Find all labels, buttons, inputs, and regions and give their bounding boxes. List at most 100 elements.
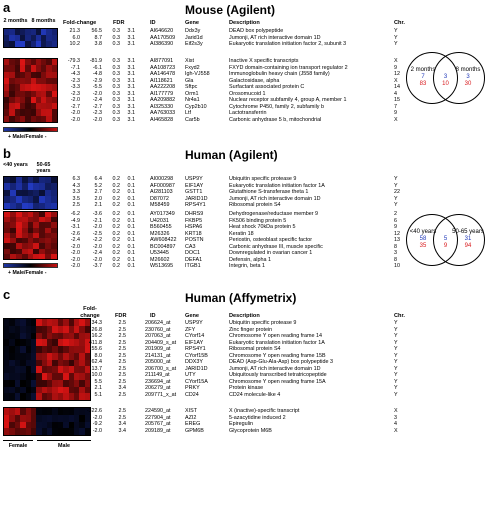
cell-gene: HSPA6 xyxy=(185,224,203,231)
cell-fdr: 3.4 xyxy=(118,427,127,434)
cell-gene: Jarid1d xyxy=(185,34,203,41)
cell-fdr-2: 3.1 xyxy=(127,110,136,117)
venn-b-left-label: <40 years xyxy=(409,229,437,235)
heatmap-cell xyxy=(4,428,10,435)
heatmap-cell xyxy=(9,103,15,110)
heatmap-cell xyxy=(4,41,10,47)
cell-id: AA146478 xyxy=(150,71,176,78)
cell-gene: Fxyd2 xyxy=(185,64,200,71)
cell-chr: 6 xyxy=(394,217,397,224)
heatmap-cell xyxy=(63,359,69,367)
heatmap-cell xyxy=(57,325,64,333)
heatmap-cell xyxy=(79,379,85,387)
heatmap-cell xyxy=(52,379,58,387)
heatmap-cell xyxy=(33,196,40,203)
heatmap-cell xyxy=(39,202,46,209)
heatmap-cell xyxy=(73,414,80,422)
cell-chr: X xyxy=(394,408,398,414)
cell-fold-change-2: -2.0 xyxy=(92,90,102,97)
cell-gene: CD24 xyxy=(185,392,199,399)
heatmap-cell xyxy=(33,232,40,239)
cell-description: Immunoglobulin heavy chain (J558 family) xyxy=(229,71,330,78)
heatmap-cell xyxy=(30,408,37,415)
heatmap-cell xyxy=(4,222,10,228)
cell-fdr-1: 0.2 xyxy=(112,224,121,231)
heatmap-cell xyxy=(21,222,28,228)
cell-chr: Y xyxy=(394,41,398,48)
cell-fdr-1: 0.3 xyxy=(112,41,121,48)
heatmap-cell xyxy=(51,222,57,228)
heatmap-cell xyxy=(9,248,16,254)
heatmap-cell xyxy=(47,408,53,415)
cell-fdr-2: 0.1 xyxy=(127,224,136,231)
heatmap-cell xyxy=(14,346,21,353)
heatmap-cell xyxy=(51,248,57,254)
heatmap-cell xyxy=(14,325,21,333)
heatmap-cell xyxy=(46,59,52,66)
panel-b-title: Human (Agilent) xyxy=(185,148,278,162)
heatmap-cell xyxy=(45,248,52,254)
cell-chr: Y xyxy=(394,326,398,333)
cell-chr: Y xyxy=(394,385,398,392)
heatmap-cell xyxy=(15,217,22,223)
heatmap-cell xyxy=(41,319,47,326)
heatmap-cell xyxy=(9,393,15,400)
cell-fold-change: 411.8 xyxy=(88,339,102,346)
heatmap-cell xyxy=(84,366,90,373)
cell-chr: 9 xyxy=(394,64,397,71)
header-c-description: Description xyxy=(229,313,260,319)
heatmap-cell xyxy=(52,346,58,353)
venn-b-right-female: 94 xyxy=(464,243,472,249)
heatmap-cell xyxy=(39,212,46,218)
heatmap-cell xyxy=(79,373,85,380)
cell-fold-change: 16.2 xyxy=(91,333,103,340)
venn-a-right-circle xyxy=(433,52,485,104)
cell-gene: EREG xyxy=(185,421,201,428)
heatmap-cell xyxy=(84,359,90,367)
heatmap-cell xyxy=(45,183,52,190)
heatmap-cell xyxy=(15,212,22,218)
cell-fdr-1: 0.3 xyxy=(112,34,121,41)
heatmap-cell xyxy=(73,359,80,367)
cell-gene: Ltf xyxy=(185,110,191,117)
heatmap-cell xyxy=(68,428,74,435)
cell-id: 236694_at xyxy=(145,378,171,385)
heatmap-cell xyxy=(25,71,31,78)
cell-chr: Y xyxy=(394,176,398,182)
cell-gene: CA3 xyxy=(185,243,196,250)
heatmap-cell xyxy=(51,232,57,239)
heatmap-cell xyxy=(68,359,74,367)
heatmap-cell xyxy=(4,243,10,249)
cell-chr: 10 xyxy=(394,263,400,270)
heatmap-cell xyxy=(51,77,57,85)
cell-id: AI465828 xyxy=(150,116,174,123)
heatmap-cell xyxy=(79,366,85,373)
heatmap-cell xyxy=(30,414,37,422)
heatmap-cell xyxy=(63,414,69,422)
heatmap-cell xyxy=(14,96,20,104)
cell-gene: Igh-VJ558 xyxy=(185,71,210,78)
heatmap-cell xyxy=(19,59,26,66)
heatmap-cell xyxy=(51,177,57,184)
heatmap-cell xyxy=(19,77,26,85)
cell-id: AA222208 xyxy=(150,84,176,91)
heatmap-cell xyxy=(52,339,58,346)
heatmap-cell xyxy=(46,71,52,78)
heatmap-cell xyxy=(15,183,22,190)
heatmap-cell xyxy=(73,366,80,373)
heatmap-cell xyxy=(25,84,31,91)
heatmap-cell xyxy=(46,109,52,116)
heatmap-cell xyxy=(47,332,53,340)
heatmap-cell xyxy=(39,253,46,259)
heatmap-cell xyxy=(30,96,36,104)
heatmap-cell xyxy=(41,421,47,429)
heatmap-cell xyxy=(27,238,34,244)
heatmap-cell xyxy=(63,325,69,333)
cell-fdr-2: 0.1 xyxy=(127,256,136,263)
cell-gene: EIF1AY xyxy=(185,339,204,346)
heatmap-cell xyxy=(52,359,58,367)
cell-fold-change-1: -2.0 xyxy=(70,256,80,263)
heatmap-cell xyxy=(25,339,31,346)
cell-description: DEAD box polypeptide xyxy=(229,28,284,34)
header-gene: Gene xyxy=(185,20,199,26)
